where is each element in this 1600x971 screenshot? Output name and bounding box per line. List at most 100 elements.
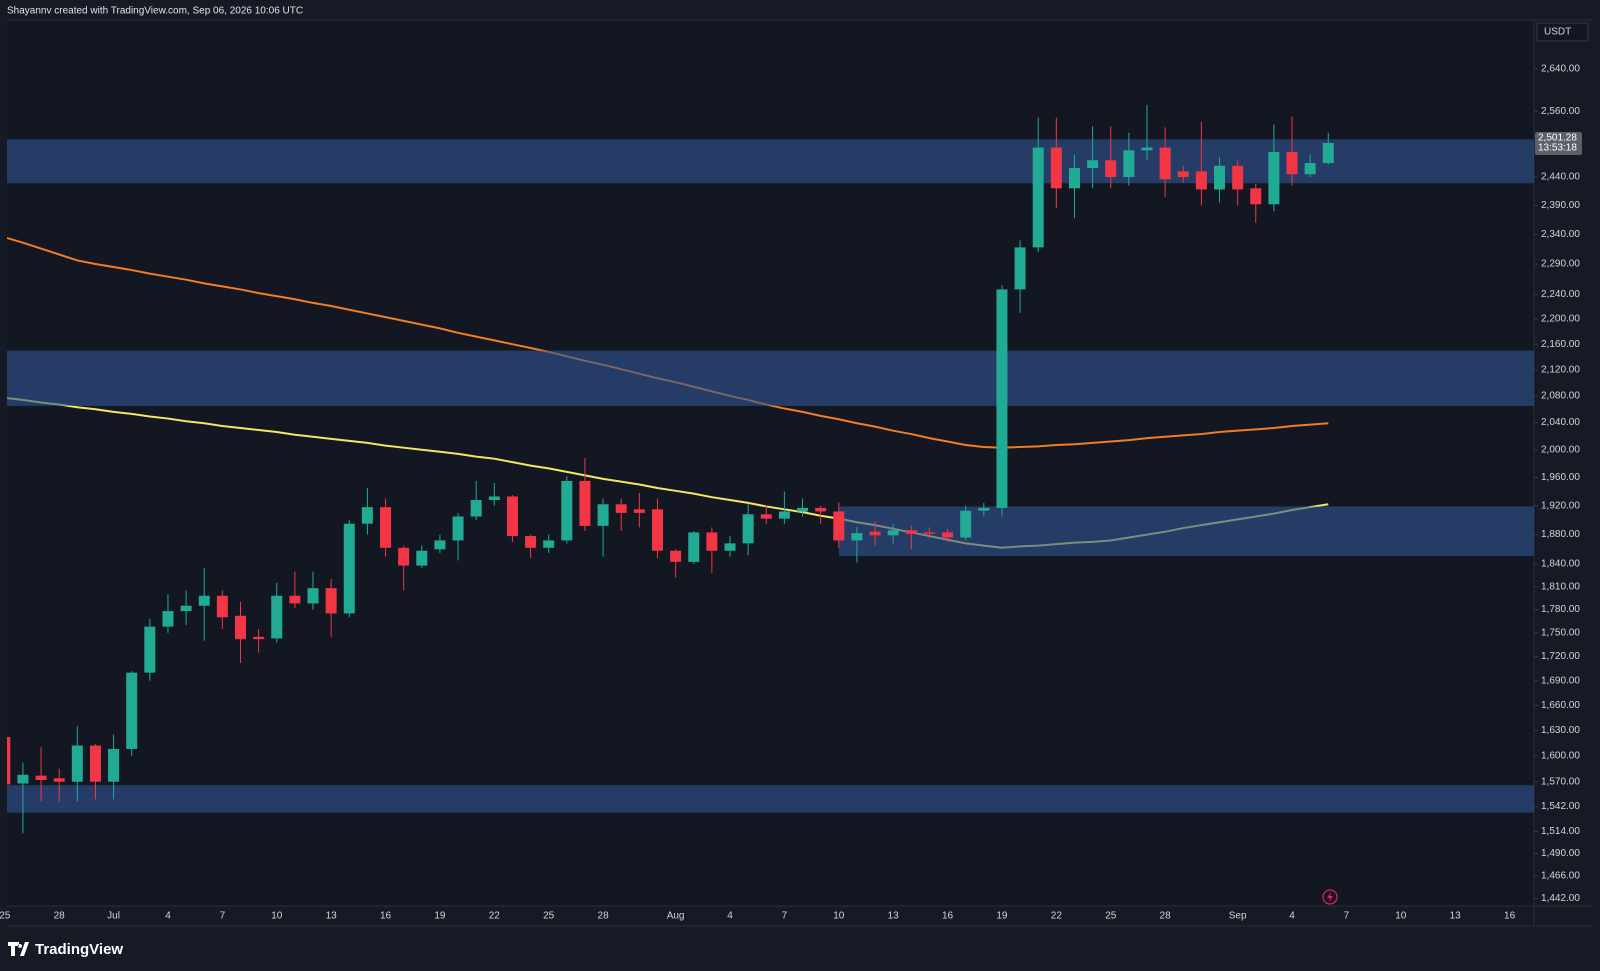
candle-body	[543, 540, 555, 548]
candle-body	[506, 496, 518, 537]
y-tick-label: 2,240.00	[1541, 289, 1580, 300]
y-tick-label: 1,840.00	[1541, 559, 1580, 570]
candle-body	[271, 595, 283, 639]
candle-body	[53, 778, 65, 782]
candle-body	[488, 496, 500, 501]
candle-body	[17, 774, 29, 784]
y-tick-label: 2,390.00	[1541, 200, 1580, 211]
axes: 2,640.00 2,560.00 2,440.00 2,390.00 2,340.00…	[0, 64, 1582, 922]
y-tick-label: 1,442.00	[1541, 893, 1580, 904]
brand: TradingView	[35, 941, 123, 958]
candle-body	[1068, 168, 1080, 189]
candle-body	[35, 775, 47, 780]
candle-body	[633, 509, 645, 513]
candle-body	[869, 531, 881, 536]
candle-body	[216, 595, 228, 618]
candle-body	[198, 595, 210, 606]
candle-body	[670, 550, 682, 562]
candle-body	[71, 745, 83, 782]
candle-body	[452, 516, 464, 541]
candle-body	[1304, 163, 1316, 175]
candle-body	[760, 514, 772, 519]
y-tick-label: 2,290.00	[1541, 259, 1580, 270]
flash-icon	[1322, 889, 1338, 905]
x-tick-label: 7	[220, 911, 226, 922]
candle-body	[1232, 165, 1244, 190]
candle-body	[887, 530, 899, 536]
x-tick-label: 4	[165, 911, 171, 922]
candle-body	[307, 588, 319, 604]
candle-body	[579, 480, 591, 526]
candle-body	[162, 611, 174, 627]
y-tick-label: 1,810.00	[1541, 581, 1580, 592]
x-tick-label: 7	[1344, 911, 1350, 922]
candle-body	[253, 636, 265, 640]
y-tick-label: 2,560.00	[1541, 106, 1580, 117]
y-tick-label: 2,440.00	[1541, 172, 1580, 183]
candle-body	[923, 532, 935, 534]
candle-body	[1050, 147, 1062, 189]
candle-body	[833, 511, 845, 541]
x-tick-label: 25	[1105, 911, 1117, 922]
y-tick-label: 1,780.00	[1541, 604, 1580, 615]
y-tick-label: 2,160.00	[1541, 339, 1580, 350]
candle-body	[597, 504, 609, 526]
y-tick-label: 1,490.00	[1541, 848, 1580, 859]
candle-body	[1014, 247, 1026, 290]
candle-body	[1087, 160, 1099, 169]
candle-body	[1105, 160, 1117, 178]
candle-body	[978, 507, 990, 511]
candle-body	[1286, 151, 1298, 175]
candle-body	[851, 533, 863, 541]
zone	[7, 350, 1534, 406]
candle-body	[706, 532, 718, 551]
x-tick-label: 28	[54, 911, 66, 922]
candle-body	[343, 523, 355, 614]
candle-body	[416, 550, 428, 566]
x-tick-label: 28	[1160, 911, 1172, 922]
header: Shayannv created with TradingView.com, S…	[7, 6, 303, 17]
candle-body	[1268, 151, 1280, 205]
candle-body	[380, 507, 392, 548]
x-tick-label: 13	[1450, 911, 1462, 922]
y-tick-label: 2,080.00	[1541, 391, 1580, 402]
candle-body	[742, 514, 754, 544]
brand-logo: TradingView	[8, 941, 123, 958]
candle-body	[398, 547, 410, 566]
candle-body	[724, 543, 736, 551]
y-tick-label: 1,466.00	[1541, 870, 1580, 881]
x-tick-label: 10	[833, 911, 845, 922]
y-tick-label: 1,570.00	[1541, 776, 1580, 787]
y-tick-label: 1,600.00	[1541, 750, 1580, 761]
y-tick-label: 2,200.00	[1541, 314, 1580, 325]
candle-body	[905, 530, 917, 534]
candle-body	[815, 507, 827, 512]
candle-body	[470, 500, 482, 517]
currency: USDT	[1544, 27, 1571, 38]
candle-body	[1032, 147, 1044, 248]
y-tick-label: 2,640.00	[1541, 64, 1580, 75]
x-tick-label: 10	[1395, 911, 1407, 922]
x-tick-label: 13	[326, 911, 338, 922]
candle-body	[1159, 147, 1171, 180]
candle-body	[325, 588, 337, 614]
candle-body	[651, 509, 663, 551]
y-tick-label: 2,120.00	[1541, 364, 1580, 375]
candle-body	[234, 615, 246, 640]
zone	[7, 785, 1534, 813]
candle-body	[126, 672, 138, 749]
plot	[7, 104, 1534, 834]
x-tick-label: 19	[996, 911, 1008, 922]
x-tick-label: 16	[942, 911, 954, 922]
y-tick-label: 2,040.00	[1541, 417, 1580, 428]
x-tick-label: Sep	[1229, 911, 1247, 922]
candle-body	[361, 507, 373, 524]
y-tick-label: 2,000.00	[1541, 444, 1580, 455]
y-tick-label: 1,690.00	[1541, 675, 1580, 686]
x-tick-label: 28	[598, 911, 610, 922]
candle-body	[797, 507, 809, 512]
x-tick-label: 16	[1504, 911, 1516, 922]
x-tick-label: 7	[782, 911, 788, 922]
